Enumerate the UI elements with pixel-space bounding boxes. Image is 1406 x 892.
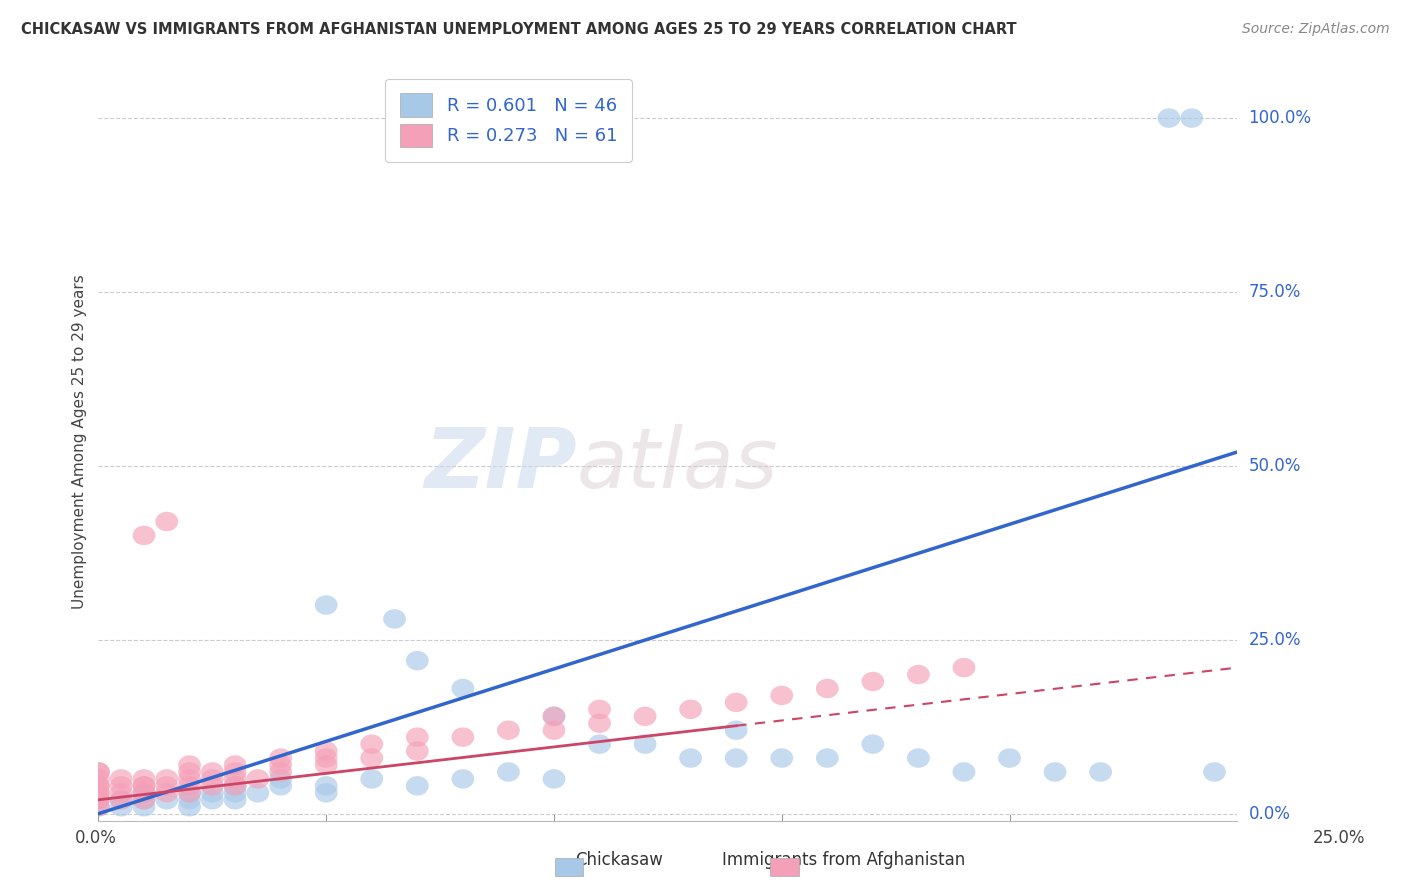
- Text: CHICKASAW VS IMMIGRANTS FROM AFGHANISTAN UNEMPLOYMENT AMONG AGES 25 TO 29 YEARS : CHICKASAW VS IMMIGRANTS FROM AFGHANISTAN…: [21, 22, 1017, 37]
- Text: 100.0%: 100.0%: [1249, 109, 1312, 127]
- Y-axis label: Unemployment Among Ages 25 to 29 years: Unemployment Among Ages 25 to 29 years: [72, 274, 87, 609]
- Text: ZIP: ZIP: [425, 424, 576, 505]
- Text: 0.0%: 0.0%: [1249, 805, 1291, 822]
- Text: 25.0%: 25.0%: [1312, 829, 1365, 847]
- Text: Source: ZipAtlas.com: Source: ZipAtlas.com: [1241, 22, 1389, 37]
- Text: 75.0%: 75.0%: [1249, 283, 1301, 301]
- Text: 50.0%: 50.0%: [1249, 457, 1301, 475]
- Text: Chickasaw: Chickasaw: [575, 851, 662, 869]
- Text: 25.0%: 25.0%: [1249, 631, 1301, 648]
- Text: 0.0%: 0.0%: [75, 829, 117, 847]
- Text: Immigrants from Afghanistan: Immigrants from Afghanistan: [721, 851, 966, 869]
- Text: atlas: atlas: [576, 424, 779, 505]
- Legend: R = 0.601   N = 46, R = 0.273   N = 61: R = 0.601 N = 46, R = 0.273 N = 61: [385, 79, 631, 161]
